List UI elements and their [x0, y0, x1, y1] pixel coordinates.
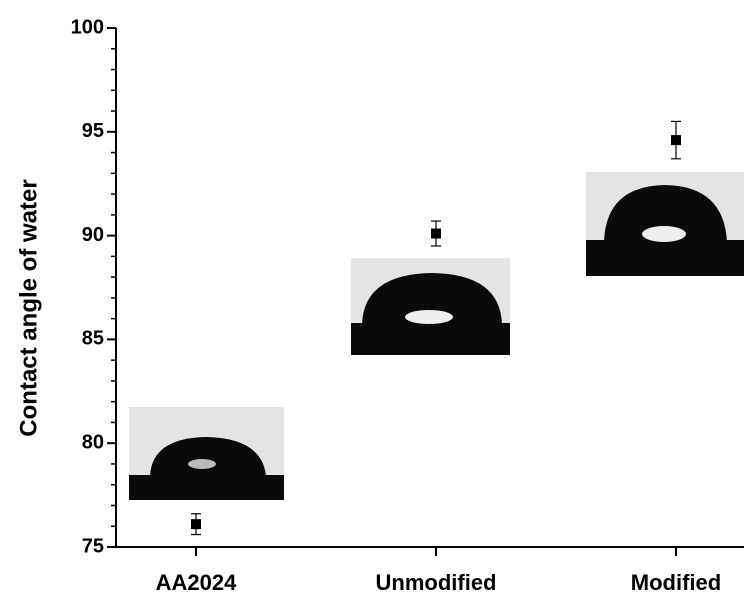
point: [671, 135, 681, 145]
droplet-image: [129, 407, 284, 500]
point: [431, 229, 441, 239]
chart: Contact angle of water 75 80 85 90 95 100 AA20…: [0, 0, 744, 598]
point: [191, 519, 201, 529]
y-tick-label: 100: [71, 16, 104, 38]
x-tick-label: Modified: [631, 570, 721, 595]
x-tick-label: Unmodified: [376, 570, 497, 595]
page: {"chart_data": {"type": "scatter", "y_la…: [0, 0, 744, 598]
droplet-image: [351, 258, 510, 355]
y-tick-label: 90: [82, 224, 104, 246]
y-tick-label: 75: [82, 535, 104, 557]
droplet-image: [586, 172, 744, 276]
x-tick-label: AA2024: [156, 570, 237, 595]
y-tick-label: 95: [82, 120, 104, 142]
y-tick-label: 80: [82, 431, 104, 453]
y-tick-label: 85: [82, 328, 104, 350]
y-axis-title: Contact angle of water: [15, 179, 42, 436]
